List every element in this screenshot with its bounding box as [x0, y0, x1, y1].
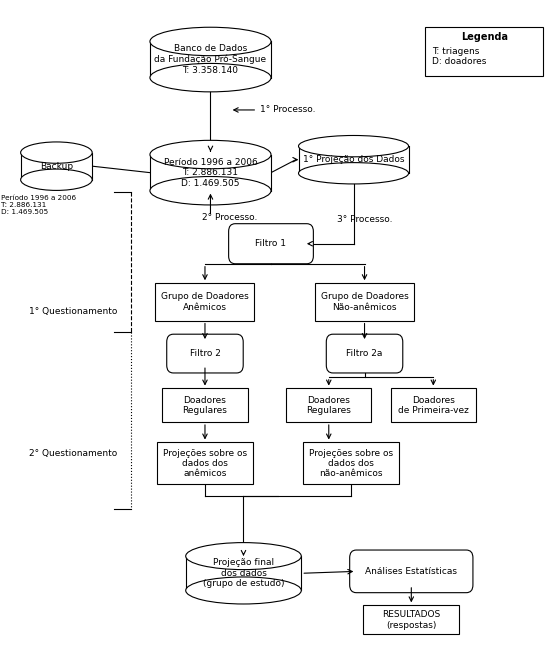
- Text: 2° Questionamento: 2° Questionamento: [29, 449, 117, 458]
- Text: RESULTADOS
(respostas): RESULTADOS (respostas): [382, 610, 440, 630]
- Text: Backup: Backup: [40, 162, 73, 171]
- FancyBboxPatch shape: [228, 224, 314, 263]
- Bar: [302, 443, 399, 484]
- Text: Projeções sobre os
dados dos
não-anêmicos: Projeções sobre os dados dos não-anêmico…: [309, 448, 393, 478]
- Ellipse shape: [20, 169, 92, 190]
- Text: Legenda: Legenda: [461, 32, 508, 42]
- FancyBboxPatch shape: [326, 334, 403, 373]
- Ellipse shape: [299, 163, 409, 184]
- Text: 1° Projeção dos Dados: 1° Projeção dos Dados: [303, 155, 404, 164]
- Bar: [315, 283, 414, 321]
- Text: Doadores
Regulares: Doadores Regulares: [306, 396, 351, 415]
- Text: Projeção final
dos dados
(grupo de estudo): Projeção final dos dados (grupo de estud…: [203, 558, 284, 588]
- Text: Filtro 2a: Filtro 2a: [346, 349, 383, 358]
- Text: T: triagens
D: doadores: T: triagens D: doadores: [432, 47, 486, 66]
- Bar: [286, 389, 372, 422]
- Text: Projeções sobre os
dados dos
anêmicos: Projeções sobre os dados dos anêmicos: [163, 448, 247, 478]
- Text: Grupo de Doadores
Não-anêmicos: Grupo de Doadores Não-anêmicos: [321, 292, 409, 312]
- Ellipse shape: [150, 27, 271, 56]
- Bar: [299, 146, 409, 173]
- Text: Banco de Dados
da Fundação Pró-Sangue
T: 3.358.140: Banco de Dados da Fundação Pró-Sangue T:…: [154, 44, 267, 75]
- Ellipse shape: [20, 142, 92, 164]
- Bar: [150, 42, 271, 78]
- Bar: [186, 556, 301, 591]
- Bar: [20, 153, 92, 180]
- Text: Doadores
de Primeira-vez: Doadores de Primeira-vez: [398, 396, 469, 415]
- Ellipse shape: [150, 177, 271, 205]
- Bar: [150, 154, 271, 191]
- Text: 1° Processo.: 1° Processo.: [260, 105, 316, 114]
- Bar: [157, 443, 253, 484]
- Text: Análises Estatísticas: Análises Estatísticas: [366, 567, 457, 576]
- Bar: [155, 283, 254, 321]
- Text: Filtro 2: Filtro 2: [190, 349, 221, 358]
- Text: 2° Processo.: 2° Processo.: [202, 214, 258, 223]
- Text: 3° Processo.: 3° Processo.: [337, 215, 393, 225]
- Ellipse shape: [299, 136, 409, 157]
- Ellipse shape: [186, 543, 301, 570]
- Text: Filtro 1: Filtro 1: [255, 239, 286, 248]
- Text: Período 1996 a 2006
T: 2.886.131
D: 1.469.505: Período 1996 a 2006 T: 2.886.131 D: 1.46…: [164, 158, 257, 188]
- Text: Grupo de Doadores
Anêmicos: Grupo de Doadores Anêmicos: [161, 292, 249, 312]
- FancyBboxPatch shape: [349, 550, 473, 593]
- Text: Doadores
Regulares: Doadores Regulares: [182, 396, 227, 415]
- Ellipse shape: [150, 140, 271, 169]
- Text: Período 1996 a 2006
T: 2.886.131
D: 1.469.505: Período 1996 a 2006 T: 2.886.131 D: 1.46…: [2, 195, 76, 215]
- Bar: [163, 389, 248, 422]
- Bar: [390, 389, 476, 422]
- Text: 1° Questionamento: 1° Questionamento: [29, 307, 117, 316]
- Bar: [425, 27, 544, 76]
- Ellipse shape: [150, 64, 271, 92]
- Bar: [363, 606, 460, 634]
- FancyBboxPatch shape: [167, 334, 243, 373]
- Ellipse shape: [186, 577, 301, 604]
